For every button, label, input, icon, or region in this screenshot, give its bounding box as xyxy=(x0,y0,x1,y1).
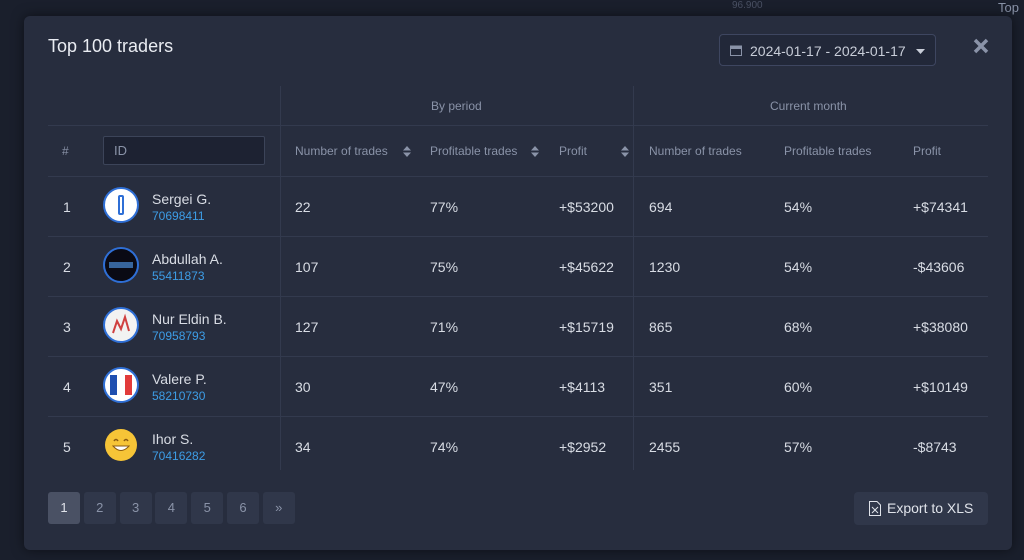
trader-name: Valere P. xyxy=(152,371,207,387)
cell: 54% xyxy=(784,199,813,215)
page-button[interactable]: 2 xyxy=(83,492,116,524)
row-divider xyxy=(48,296,988,297)
cell: +$74341 xyxy=(913,199,968,215)
cell: +$15719 xyxy=(559,319,614,335)
dropdown-caret xyxy=(916,49,925,54)
avatar xyxy=(103,367,139,403)
page-button[interactable]: 3 xyxy=(119,492,152,524)
date-picker[interactable]: 2024-01-17 - 2024-01-17 xyxy=(719,34,936,66)
column-header[interactable]: Profitable trades xyxy=(430,144,518,158)
calendar-icon xyxy=(730,45,742,56)
group-header: By period xyxy=(431,99,482,113)
cell: +$38080 xyxy=(913,319,968,335)
bg-label: Top xyxy=(998,0,1019,15)
cell: +$2952 xyxy=(559,439,607,455)
avatar xyxy=(103,307,139,343)
id-search-input[interactable]: ID xyxy=(103,136,265,165)
trader-name: Ihor S. xyxy=(152,431,194,447)
cell: -$8743 xyxy=(913,439,957,455)
trader-id[interactable]: 58210730 xyxy=(152,389,206,403)
cell: 74% xyxy=(430,439,459,455)
avatar xyxy=(105,429,137,461)
export-button[interactable]: Export to XLS xyxy=(854,492,988,525)
cell: 54% xyxy=(784,259,813,275)
cell: 68% xyxy=(784,319,813,335)
trader-name: Nur Eldin B. xyxy=(152,311,227,327)
export-label: Export to XLS xyxy=(887,500,974,516)
close-button[interactable] xyxy=(973,38,989,54)
column-header: Number of trades xyxy=(649,144,742,158)
cell: -$43606 xyxy=(913,259,965,275)
cell: +$10149 xyxy=(913,379,968,395)
cell: +$45622 xyxy=(559,259,614,275)
cell: 127 xyxy=(295,319,319,335)
cell: +$53200 xyxy=(559,199,614,215)
rank: 5 xyxy=(63,439,71,455)
page-button[interactable]: » xyxy=(262,492,295,524)
cell: 2455 xyxy=(649,439,681,455)
group-header: Current month xyxy=(770,99,847,113)
cell: 107 xyxy=(295,259,319,275)
column-header: Profitable trades xyxy=(784,144,872,158)
page-button[interactable]: 1 xyxy=(48,492,80,524)
cell: 34 xyxy=(295,439,311,455)
bg-price: 96.900 xyxy=(732,0,763,11)
divider xyxy=(48,176,988,177)
file-icon xyxy=(869,501,881,516)
cell: 57% xyxy=(784,439,813,455)
row-divider xyxy=(48,356,988,357)
rank: 2 xyxy=(63,259,71,275)
modal xyxy=(24,16,1012,550)
trader-id[interactable]: 70416282 xyxy=(152,449,206,463)
trader-name: Sergei G. xyxy=(152,191,212,207)
sort-icon[interactable] xyxy=(531,146,539,157)
date-range: 2024-01-17 - 2024-01-17 xyxy=(750,43,906,59)
trader-name: Abdullah A. xyxy=(152,251,223,267)
trader-id[interactable]: 70698411 xyxy=(152,209,205,223)
avatar xyxy=(103,247,139,283)
rank: 4 xyxy=(63,379,71,395)
page-button[interactable]: 5 xyxy=(191,492,224,524)
column-header: # xyxy=(62,144,69,158)
page-button[interactable]: 4 xyxy=(155,492,188,524)
cell: 351 xyxy=(649,379,673,395)
trader-id[interactable]: 70958793 xyxy=(152,329,206,343)
cell: 77% xyxy=(430,199,459,215)
cell: 71% xyxy=(430,319,459,335)
cell: 75% xyxy=(430,259,459,275)
column-header[interactable]: Profit xyxy=(559,144,588,158)
trader-id[interactable]: 55411873 xyxy=(152,269,205,283)
cell: 47% xyxy=(430,379,459,395)
column-header[interactable]: Number of trades xyxy=(295,144,388,158)
cell: 865 xyxy=(649,319,673,335)
rank: 1 xyxy=(63,199,71,215)
divider xyxy=(48,125,988,126)
page-button[interactable]: 6 xyxy=(227,492,259,524)
rank: 3 xyxy=(63,319,71,335)
cell: 60% xyxy=(784,379,813,395)
modal-title: Top 100 traders xyxy=(48,36,174,56)
divider xyxy=(280,86,281,470)
cell: 1230 xyxy=(649,259,681,275)
divider xyxy=(633,86,634,470)
avatar xyxy=(103,187,139,223)
cell: +$4113 xyxy=(559,379,606,395)
column-header: Profit xyxy=(913,144,942,158)
cell: 694 xyxy=(649,199,673,215)
row-divider xyxy=(48,416,988,417)
cell: 22 xyxy=(295,199,311,215)
sort-icon[interactable] xyxy=(621,146,629,157)
cell: 30 xyxy=(295,379,311,395)
row-divider xyxy=(48,236,988,237)
sort-icon[interactable] xyxy=(403,146,411,157)
